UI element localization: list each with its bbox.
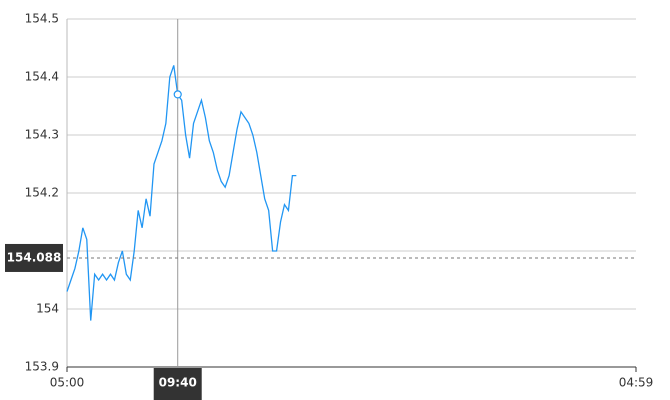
crosshair-x-label: 09:40 [159,376,197,390]
y-tick-label: 154.2 [25,186,59,200]
crosshair-y-box [5,243,63,272]
y-tick-label: 154.4 [25,70,59,84]
y-tick-label: 154.3 [25,128,59,142]
line-series [66,65,297,321]
y-tick-label: 154 [36,302,59,316]
y-tick-label: 154.5 [25,12,59,26]
hover-marker [173,90,182,99]
crosshair-x-box [153,368,202,400]
x-tick-label: 04:59 [619,376,654,390]
crosshair-y-label: 154.088 [7,250,62,264]
x-tick-label: 05:00 [50,376,85,390]
y-tick-label: 153.9 [25,360,59,374]
